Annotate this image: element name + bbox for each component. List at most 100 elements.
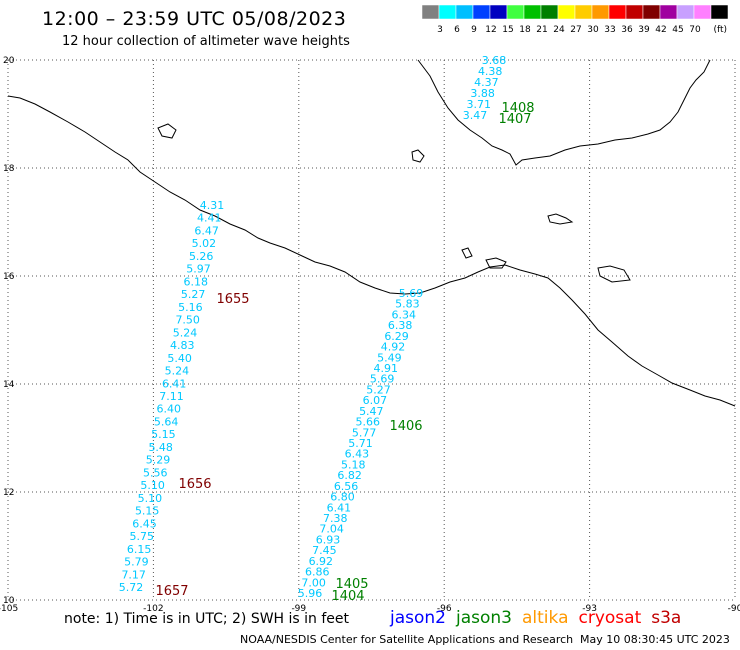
wave-height-label: 5.24	[173, 326, 198, 339]
wave-height-label: 5.69	[370, 373, 395, 386]
colorbar-swatch	[710, 4, 729, 20]
pass-time-label: 1408	[501, 101, 534, 116]
colorbar-tick-label: 39	[638, 25, 650, 35]
satellite-legend-item: s3a	[651, 608, 682, 628]
wave-height-label: 5.10	[138, 492, 163, 505]
wave-height-label: 6.38	[388, 319, 413, 332]
wave-height-label: 6.43	[345, 448, 370, 461]
colorbar-tick-label: 18	[519, 25, 531, 35]
colorbar-swatch	[676, 4, 695, 20]
lon-tick-label: -90	[728, 604, 740, 614]
colorbar-tick-label: 15	[502, 25, 513, 35]
wave-height-label: 4.92	[381, 341, 406, 354]
wave-height-label: 6.92	[309, 555, 334, 568]
colorbar-swatch	[608, 4, 627, 20]
wave-height-label: 7.45	[312, 544, 337, 557]
pass-time-label: 1407	[498, 112, 531, 127]
axis-tick-labels: -105 -102 -99 -96 -93 -90 10 12 14 16 18 20	[0, 56, 740, 614]
wave-height-label: 6.93	[316, 533, 341, 546]
wave-height-label: 5.10	[140, 479, 165, 492]
wave-height-label: 5.16	[178, 301, 203, 314]
satellite-legend-item: jason3	[456, 608, 512, 628]
wave-height-label: 6.80	[330, 491, 355, 504]
map-subtitle: 12 hour collection of altimeter wave hei…	[62, 34, 350, 49]
island-outline	[485, 257, 507, 269]
wave-height-label: 6.15	[127, 543, 152, 556]
lon-tick-label: -93	[582, 604, 597, 614]
wave-height-label: 5.15	[151, 428, 176, 441]
wave-height-readings: 4.314.416.475.025.265.976.185.275.167.50…	[119, 54, 507, 600]
wave-height-label: 5.56	[143, 466, 168, 479]
pass-time-label: 1405	[335, 577, 368, 592]
wave-height-label: 5.26	[189, 250, 214, 263]
colorbar-swatch	[591, 4, 610, 20]
colorbar-swatch	[625, 4, 644, 20]
wave-height-label: 6.18	[184, 275, 209, 288]
wave-height-label: 3.47	[463, 109, 488, 122]
colorbar-unit: (ft)	[713, 25, 727, 35]
pass-time-label: 1406	[389, 419, 422, 434]
colorbar-swatch	[659, 4, 678, 20]
colorbar-tick-label: 70	[689, 25, 701, 35]
satellite-legend-item: jason2	[390, 608, 446, 628]
colorbar-tick-label: 24	[553, 25, 565, 35]
wave-height-label: 4.31	[200, 199, 225, 212]
colorbar-tick-label: 36	[621, 25, 633, 35]
colorbar-tick-label: 42	[655, 25, 666, 35]
wave-height-label: 5.69	[399, 287, 424, 300]
colorbar-tick-label: 30	[587, 25, 599, 35]
lon-tick-label: -105	[0, 604, 18, 614]
colorbar-tick-label: 45	[672, 25, 683, 35]
lat-tick-label: 12	[3, 488, 14, 498]
wave-height-label: 5.72	[119, 581, 144, 594]
wave-height-label: 5.83	[395, 298, 420, 311]
wave-height-label: 6.40	[157, 403, 182, 416]
island-outline	[597, 265, 631, 283]
colorbar-swatch	[506, 4, 525, 20]
wave-height-label: 4.91	[374, 362, 399, 375]
colorbar: 3 6 9 12 15 18 21 24 27 30 33 36 39 42 45 70 (ft)	[421, 4, 729, 35]
colorbar-swatch	[540, 4, 559, 20]
footer-note: note: 1) Time is in UTC; 2) SWH is in fe…	[64, 611, 350, 627]
satellite-legend: jason2 jason3 altika cryosat s3a	[390, 608, 691, 628]
wave-height-label: 4.37	[474, 76, 499, 89]
wave-height-label: 6.82	[337, 469, 362, 482]
colorbar-tick-label: 12	[485, 25, 496, 35]
wave-height-label: 6.45	[132, 517, 157, 530]
wave-height-label: 5.64	[154, 415, 179, 428]
wave-height-label: 3.88	[470, 87, 495, 100]
wave-height-label: 5.24	[165, 365, 190, 378]
wave-height-label: 7.11	[159, 390, 184, 403]
wave-height-label: 4.38	[478, 65, 503, 78]
pass-time-label: 1656	[178, 477, 211, 492]
colorbar-swatch	[489, 4, 508, 20]
island-outline	[547, 213, 574, 225]
graticule	[7, 59, 736, 601]
wave-height-label: 5.66	[355, 416, 380, 429]
lat-tick-label: 14	[3, 380, 15, 390]
wave-height-label: 5.18	[341, 458, 366, 471]
wave-height-label: 6.34	[392, 308, 417, 321]
wave-height-label: 5.47	[359, 405, 384, 418]
lat-tick-label: 10	[3, 596, 15, 606]
wave-height-label: 7.38	[323, 512, 348, 525]
colorbar-swatch	[472, 4, 491, 20]
lat-tick-label: 20	[3, 56, 15, 66]
colorbar-swatch	[693, 4, 712, 20]
wave-height-label: 6.29	[384, 330, 409, 343]
colorbar-swatch	[557, 4, 576, 20]
colorbar-swatch	[574, 4, 593, 20]
wave-height-label: 6.41	[327, 501, 352, 514]
colorbar-tick-label: 27	[570, 25, 581, 35]
wave-height-label: 5.77	[352, 426, 377, 439]
lon-tick-label: -99	[291, 604, 306, 614]
wave-height-label: 6.41	[162, 377, 187, 390]
generated-timestamp: May 10 08:30:45 UTC 2023	[580, 633, 730, 646]
wave-height-label: 5.75	[130, 530, 155, 543]
wave-height-label: 5.97	[186, 263, 211, 276]
pass-time-label: 1655	[216, 292, 249, 307]
colorbar-swatch	[455, 4, 474, 20]
wave-height-label: 7.00	[301, 576, 326, 589]
